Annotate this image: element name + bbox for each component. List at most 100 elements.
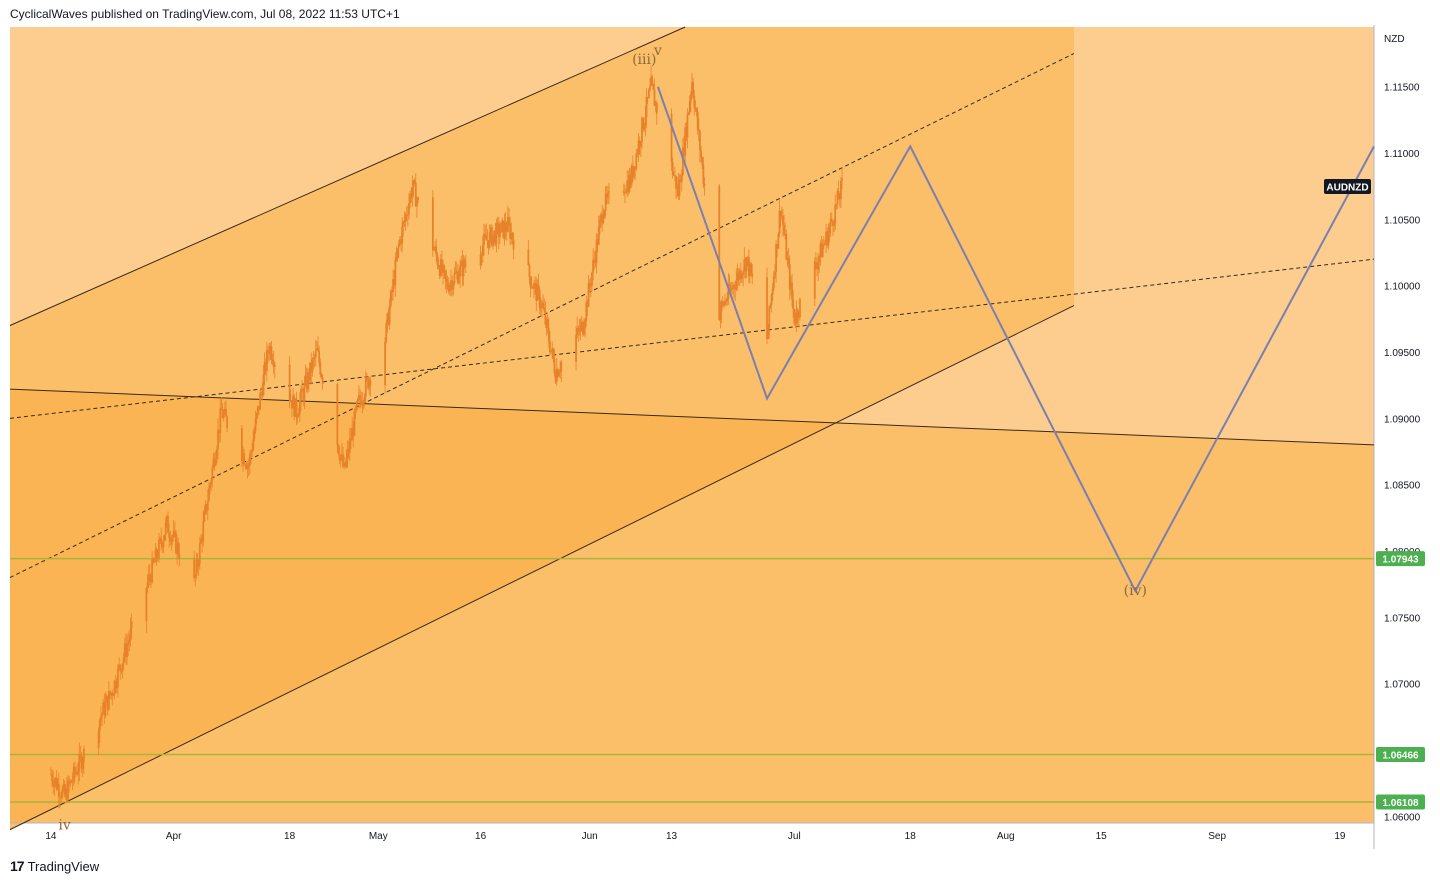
- candle-285-body: [496, 223, 499, 225]
- candle-81-body: [169, 537, 172, 542]
- currency-label: NZD: [1384, 34, 1405, 45]
- candle-182-body: [338, 453, 341, 461]
- candle-152-body: [290, 400, 293, 409]
- candle-379-body: [644, 117, 647, 126]
- candle-292-body: [504, 222, 507, 231]
- publish-header: CyclicalWaves published on TradingView.c…: [10, 7, 400, 21]
- candle-119-body: [226, 416, 229, 429]
- candle-116-body: [222, 413, 225, 418]
- candle-245-body: [437, 264, 440, 268]
- candle-271-body: [480, 254, 483, 256]
- candle-452-body: [768, 306, 771, 329]
- candle-448-body: [750, 263, 753, 274]
- candle-301-body: [528, 265, 531, 278]
- candle-419-body: [703, 184, 706, 187]
- candle-273-body: [483, 233, 485, 245]
- dashed-line-steep: [9, 53, 1075, 579]
- candle-438-body: [738, 270, 741, 280]
- candle-97-body: [201, 538, 203, 542]
- candle-417-body: [701, 157, 704, 165]
- candle-183-body: [339, 456, 342, 461]
- candle-370-body: [634, 166, 637, 169]
- candle-257-body: [451, 280, 454, 290]
- candle-78-body: [165, 516, 168, 523]
- candle-96-body: [200, 538, 202, 544]
- candle-363-body: [626, 180, 629, 193]
- candle-85-body: [173, 531, 176, 533]
- candle-123-body: [244, 464, 247, 466]
- candle-114-body: [220, 408, 223, 411]
- candle-406-body: [688, 101, 691, 113]
- candle-88-body: [177, 542, 180, 555]
- candle-155-body: [294, 398, 297, 417]
- candle-291-body: [503, 222, 506, 238]
- candle-339-body: [585, 302, 588, 321]
- candle-244-body: [436, 254, 439, 265]
- candle-250-body: [443, 265, 446, 271]
- candle-204-body: [363, 396, 366, 402]
- time-axis[interactable]: 14 Apr 18 May 16 Jun 13 Jul 18 Aug 15 Sep 19: [45, 831, 1346, 842]
- candle-299-body: [512, 239, 515, 250]
- candle-296-body: [509, 223, 512, 239]
- candle-109-body: [214, 458, 217, 466]
- candle-374-body: [638, 140, 641, 147]
- candle-289-body: [501, 220, 504, 223]
- candle-491-body: [826, 231, 829, 246]
- candle-440-body: [741, 275, 743, 279]
- symbol-badge: [1324, 179, 1371, 194]
- candle-166-body: [306, 372, 309, 389]
- x-tick-5: Jun: [582, 831, 598, 842]
- candle-274-body: [484, 233, 487, 236]
- price-axis[interactable]: NZD 1.11500 1.11000 1.10500 1.10000 1.09500 1.…: [1324, 34, 1425, 823]
- candle-266-body: [461, 260, 464, 277]
- candle-215-body: [389, 291, 392, 307]
- candle-458-body: [775, 244, 778, 272]
- candle-128-body: [250, 452, 252, 455]
- candle-28-body: [81, 762, 84, 769]
- candle-61-body: [146, 582, 149, 588]
- candle-496-body: [832, 221, 834, 226]
- candle-338-body: [584, 320, 587, 329]
- candle-347-body: [594, 259, 597, 263]
- candle-364-body: [627, 180, 630, 192]
- candle-176-body: [318, 350, 321, 363]
- candle-330-body: [575, 335, 577, 362]
- x-tick-12: 19: [1334, 831, 1346, 842]
- candle-169-body: [310, 362, 313, 373]
- candle-9-body: [60, 796, 63, 798]
- candle-355-body: [603, 210, 606, 216]
- candle-234-body: [411, 186, 414, 199]
- candle-412-body: [695, 109, 698, 113]
- candle-232-body: [409, 193, 412, 204]
- candle-446-body: [747, 256, 750, 277]
- candle-59-body: [130, 621, 133, 629]
- candle-8-body: [59, 796, 61, 798]
- candle-317-body: [546, 319, 549, 328]
- candle-63-body: [148, 574, 151, 578]
- candle-72-body: [159, 538, 161, 541]
- candle-139-body: [262, 374, 265, 396]
- candle-345-body: [592, 259, 595, 273]
- candle-167-body: [308, 372, 310, 381]
- candle-366-body: [629, 174, 632, 185]
- x-tick-9: Aug: [997, 831, 1015, 842]
- candle-327-body: [558, 372, 560, 377]
- candle-243-body: [435, 246, 438, 255]
- candle-7-body: [57, 783, 60, 797]
- candle-210-body: [384, 341, 386, 386]
- candle-104-body: [209, 484, 211, 489]
- drawing-lines: [9, 26, 1375, 831]
- candle-341-body: [587, 283, 590, 307]
- candle-249-body: [442, 265, 444, 273]
- candle-410-body: [693, 95, 696, 108]
- x-tick-2: 18: [284, 831, 296, 842]
- candle-255-body: [448, 285, 451, 292]
- candle-3-body: [53, 781, 56, 787]
- candle-221-body: [396, 248, 399, 258]
- candle-409-body: [692, 81, 695, 96]
- candle-103-body: [208, 488, 210, 502]
- candle-208-body: [368, 379, 371, 389]
- candle-219-body: [394, 259, 397, 286]
- candle-425-body: [724, 300, 726, 306]
